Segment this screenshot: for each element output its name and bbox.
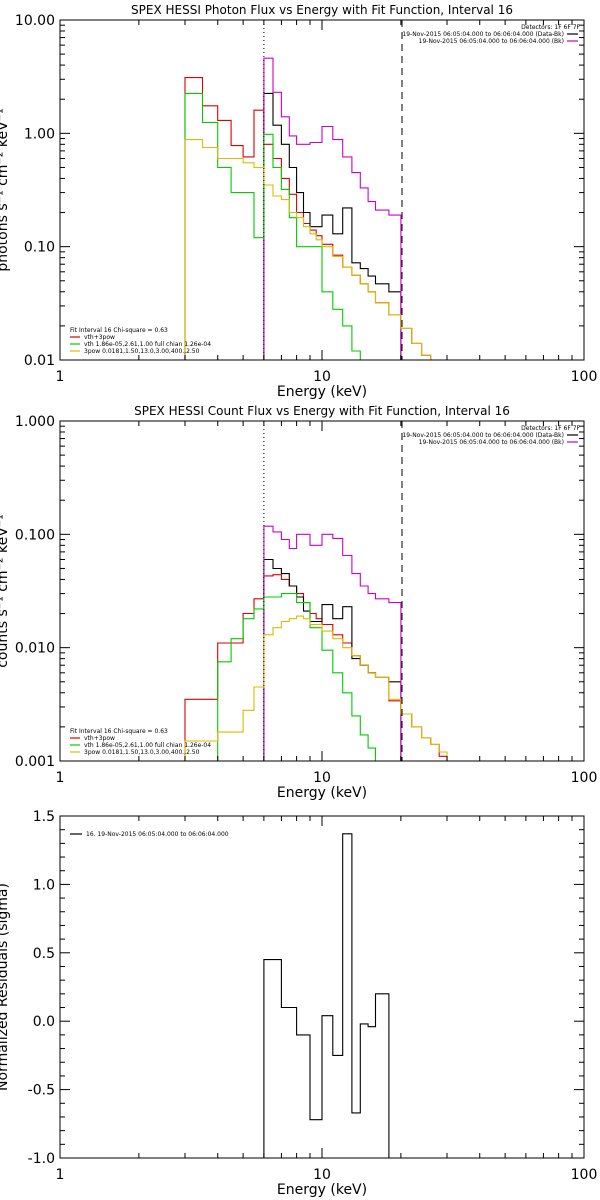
x-axis-label: Energy (keV) — [277, 1182, 367, 1198]
x-axis-label: Energy (keV) — [277, 384, 367, 400]
chart-3: 1 10 100 -1.0 -0.5 0.0 0.5 1.0 1.5 Energy (keV) No… — [0, 809, 597, 1198]
legend-bottom-text: vth 1.86e-05,2.61,1.00 full chian 1.26e-… — [84, 742, 211, 749]
y-axis-label: Normalized Residuals (sigma) — [0, 883, 11, 1091]
x-tick-label: 10 — [313, 770, 331, 786]
y-tick-label: 0.010 — [15, 641, 55, 657]
series-line-1 — [263, 833, 390, 1158]
legend-bottom-text: Fit Interval 16 Chi-square = 0.63 — [70, 728, 168, 735]
series-line-1 — [184, 574, 458, 761]
chart-title: SPEX HESSI Count Flux vs Energy with Fit… — [134, 404, 510, 418]
legend-bottom-text: vth+3pow — [84, 735, 115, 742]
x-tick-label: 1 — [56, 369, 65, 385]
chart-1: SPEX HESSI Photon Flux vs Energy with Fi… — [0, 3, 597, 400]
legend-bottom-text: 3pow 0.0181,1.50,13.0,3.00,400.,2.50 — [84, 749, 200, 756]
series-group — [263, 833, 390, 1158]
legend-top-text: 19-Nov-2015 06:05:04.000 to 06:06:04.000… — [419, 38, 564, 45]
legend-residual-text: 16. 19-Nov-2015 06:05:04.000 to 06:06:04… — [86, 831, 229, 838]
legend-top-text: Detectors: 1F 6F 7F — [521, 425, 580, 432]
y-tick-label: 1.0 — [33, 877, 55, 893]
legend-bottom-text: Fit Interval 16 Chi-square = 0.63 — [70, 327, 168, 334]
y-tick-label: 0.0 — [33, 1014, 55, 1030]
series-line-2 — [263, 92, 402, 360]
y-axis-label: photons s⁻¹ cm⁻² keV⁻¹ — [0, 108, 11, 271]
legend-top-text: 19-Nov-2015 06:05:04.000 to 06:06:04.000… — [402, 31, 564, 38]
x-tick-label: 1 — [56, 1167, 65, 1183]
y-tick-label: 10.00 — [15, 13, 55, 29]
series-line-3 — [263, 57, 402, 360]
legend-top-text: 19-Nov-2015 06:05:04.000 to 06:06:04.000… — [402, 432, 564, 439]
y-tick-label: 0.01 — [24, 353, 55, 369]
x-tick-label: 1 — [56, 770, 65, 786]
series-group — [184, 525, 465, 761]
y-tick-label: 0.10 — [24, 240, 55, 256]
series-line-4 — [184, 92, 361, 360]
series-line-4 — [217, 593, 389, 761]
y-tick-label: 0.001 — [15, 754, 55, 770]
y-tick-label: 1.5 — [33, 809, 55, 825]
y-tick-label: 0.5 — [33, 946, 55, 962]
chart-2: SPEX HESSI Count Flux vs Energy with Fit… — [0, 404, 597, 801]
series-line-1 — [184, 77, 447, 360]
y-axis-label: counts s⁻¹ cm⁻² keV⁻¹ — [0, 514, 11, 668]
series-line-5 — [184, 615, 465, 761]
y-tick-label: -0.5 — [28, 1083, 55, 1099]
series-group — [184, 57, 447, 360]
x-tick-label: 100 — [571, 770, 598, 786]
y-tick-label: 0.100 — [15, 527, 55, 543]
series-line-5 — [184, 139, 447, 360]
y-tick-label: 1.000 — [15, 414, 55, 430]
legend-bottom-text: vth+3pow — [84, 334, 115, 341]
x-axis-label: Energy (keV) — [277, 785, 367, 801]
x-tick-label: 10 — [313, 369, 331, 385]
legend-bottom-text: vth 1.86e-05,2.61,1.00 full chian 1.26e-… — [84, 341, 211, 348]
x-tick-label: 100 — [571, 369, 598, 385]
axes-frame — [59, 420, 585, 762]
x-tick-label: 100 — [571, 1167, 598, 1183]
y-tick-label: 1.00 — [24, 126, 55, 142]
legend-bottom-text: 3pow 0.0181,1.50,13.0,3.00,400.,2.50 — [84, 348, 200, 355]
axes-frame — [59, 19, 585, 361]
y-tick-label: -1.0 — [28, 1151, 55, 1167]
series-line-3 — [263, 525, 402, 761]
legend-top-text: 19-Nov-2015 06:05:04.000 to 06:06:04.000… — [419, 439, 564, 446]
legend-top-text: Detectors: 1F 6F 7F — [521, 24, 580, 31]
chart-title: SPEX HESSI Photon Flux vs Energy with Fi… — [131, 3, 513, 17]
x-tick-label: 10 — [313, 1167, 331, 1183]
